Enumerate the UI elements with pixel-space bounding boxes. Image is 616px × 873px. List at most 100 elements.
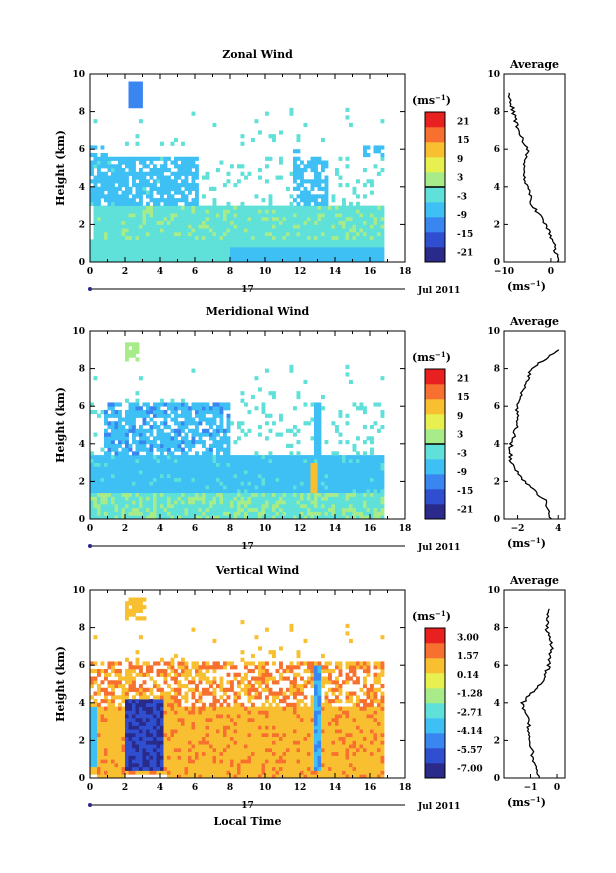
heatmap-cell: [174, 762, 178, 768]
heatmap-cell: [331, 485, 336, 490]
heatmap-cell: [107, 436, 112, 441]
heatmap-cell: [219, 492, 224, 497]
heatmap-cell: [289, 428, 294, 433]
heatmap-cell: [272, 250, 276, 255]
heatmap-cell: [195, 183, 199, 188]
heatmap-cell: [237, 455, 241, 460]
heatmap-cell: [181, 507, 185, 512]
heatmap-cell: [373, 254, 378, 259]
heatmap-cell: [156, 714, 161, 719]
heatmap-cell: [296, 492, 301, 497]
heatmap-cell: [142, 744, 147, 749]
heatmap-cell: [128, 500, 133, 505]
heatmap-cell: [135, 186, 140, 191]
x-tick-label: 0: [87, 267, 93, 277]
heatmap-cell: [181, 171, 185, 176]
heatmap-cell: [100, 164, 105, 169]
colorbar-unit: (ms−1): [412, 350, 451, 364]
heatmap-cell: [135, 500, 140, 505]
heatmap-cell: [188, 507, 192, 512]
heatmap-cell: [128, 744, 133, 749]
heatmap-cell: [289, 213, 294, 218]
heatmap-cell: [209, 455, 213, 460]
heatmap-cell: [212, 198, 217, 203]
heatmap-cell: [104, 220, 108, 225]
heatmap-cell: [359, 224, 364, 229]
heatmap-cell: [370, 455, 374, 460]
heatmap-cell: [139, 224, 143, 229]
heatmap-cell: [156, 228, 161, 233]
heatmap-cell: [321, 224, 325, 229]
heatmap-cell: [170, 714, 175, 719]
heatmap-cell: [265, 213, 269, 218]
heatmap-cell: [191, 417, 196, 422]
heatmap-cell: [114, 455, 119, 460]
heatmap-cell: [310, 209, 315, 214]
heatmap-cell: [205, 235, 210, 240]
heatmap-cell: [198, 500, 203, 505]
heatmap-cell: [100, 409, 105, 415]
heatmap-cell: [328, 216, 332, 222]
heatmap-cell: [121, 481, 126, 486]
heatmap-cell: [331, 503, 336, 509]
heatmap-cell: [139, 665, 143, 670]
heatmap-cell: [118, 186, 122, 191]
heatmap-cell: [279, 496, 283, 501]
heatmap-cell: [118, 747, 122, 753]
heatmap-cell: [261, 511, 266, 516]
heatmap-cell: [170, 770, 175, 775]
heatmap-cell: [282, 477, 287, 482]
heatmap-cell: [163, 213, 168, 218]
heatmap-cell: [205, 428, 210, 433]
heatmap-cell: [251, 515, 255, 520]
heatmap-cell: [321, 198, 325, 203]
heatmap-cell: [139, 635, 143, 640]
heatmap-cell: [349, 485, 353, 490]
heatmap-cell: [93, 466, 98, 471]
heatmap-cell: [174, 740, 178, 745]
heatmap-cell: [370, 231, 374, 237]
heatmap-cell: [163, 721, 168, 726]
heatmap-cell: [356, 235, 360, 240]
heatmap-cell: [205, 473, 210, 479]
heatmap-cell: [237, 254, 241, 259]
heatmap-cell: [93, 661, 98, 666]
heatmap-cell: [132, 668, 136, 674]
heatmap-cell: [104, 228, 108, 233]
heatmap-cell: [268, 231, 273, 237]
heatmap-cell: [181, 235, 185, 240]
heatmap-cell: [198, 676, 203, 681]
heatmap-cell: [149, 702, 154, 707]
heatmap-cell: [279, 432, 283, 437]
heatmap-cell: [324, 220, 329, 225]
heatmap-cell: [160, 503, 164, 509]
heatmap-cell: [370, 466, 374, 471]
heatmap-cell: [342, 216, 346, 222]
heatmap-cell: [174, 473, 178, 479]
heatmap-cell: [114, 425, 119, 430]
heatmap-cell: [97, 511, 101, 516]
heatmap-cell: [188, 156, 192, 161]
heatmap-cell: [97, 246, 101, 252]
heatmap-cell: [181, 481, 185, 486]
heatmap-cell: [268, 134, 273, 139]
heatmap-cell: [279, 239, 283, 244]
heatmap-cell: [184, 186, 189, 191]
heatmap-cell: [167, 759, 171, 764]
heatmap-cell: [188, 183, 192, 188]
heatmap-cell: [331, 500, 336, 505]
heatmap-cell: [216, 511, 220, 516]
heatmap-cell: [114, 774, 119, 779]
heatmap-cell: [107, 751, 112, 756]
heatmap-cell: [258, 228, 262, 233]
heatmap-cell: [324, 209, 329, 214]
heatmap-cell: [174, 672, 178, 677]
heatmap-cell: [153, 235, 157, 240]
heatmap-cell: [153, 220, 157, 225]
heatmap-cell: [111, 220, 115, 225]
x-tick-label: 12: [294, 524, 307, 534]
heatmap-cell: [314, 220, 318, 225]
heatmap-cell: [202, 451, 206, 456]
heatmap-cell: [279, 477, 283, 482]
